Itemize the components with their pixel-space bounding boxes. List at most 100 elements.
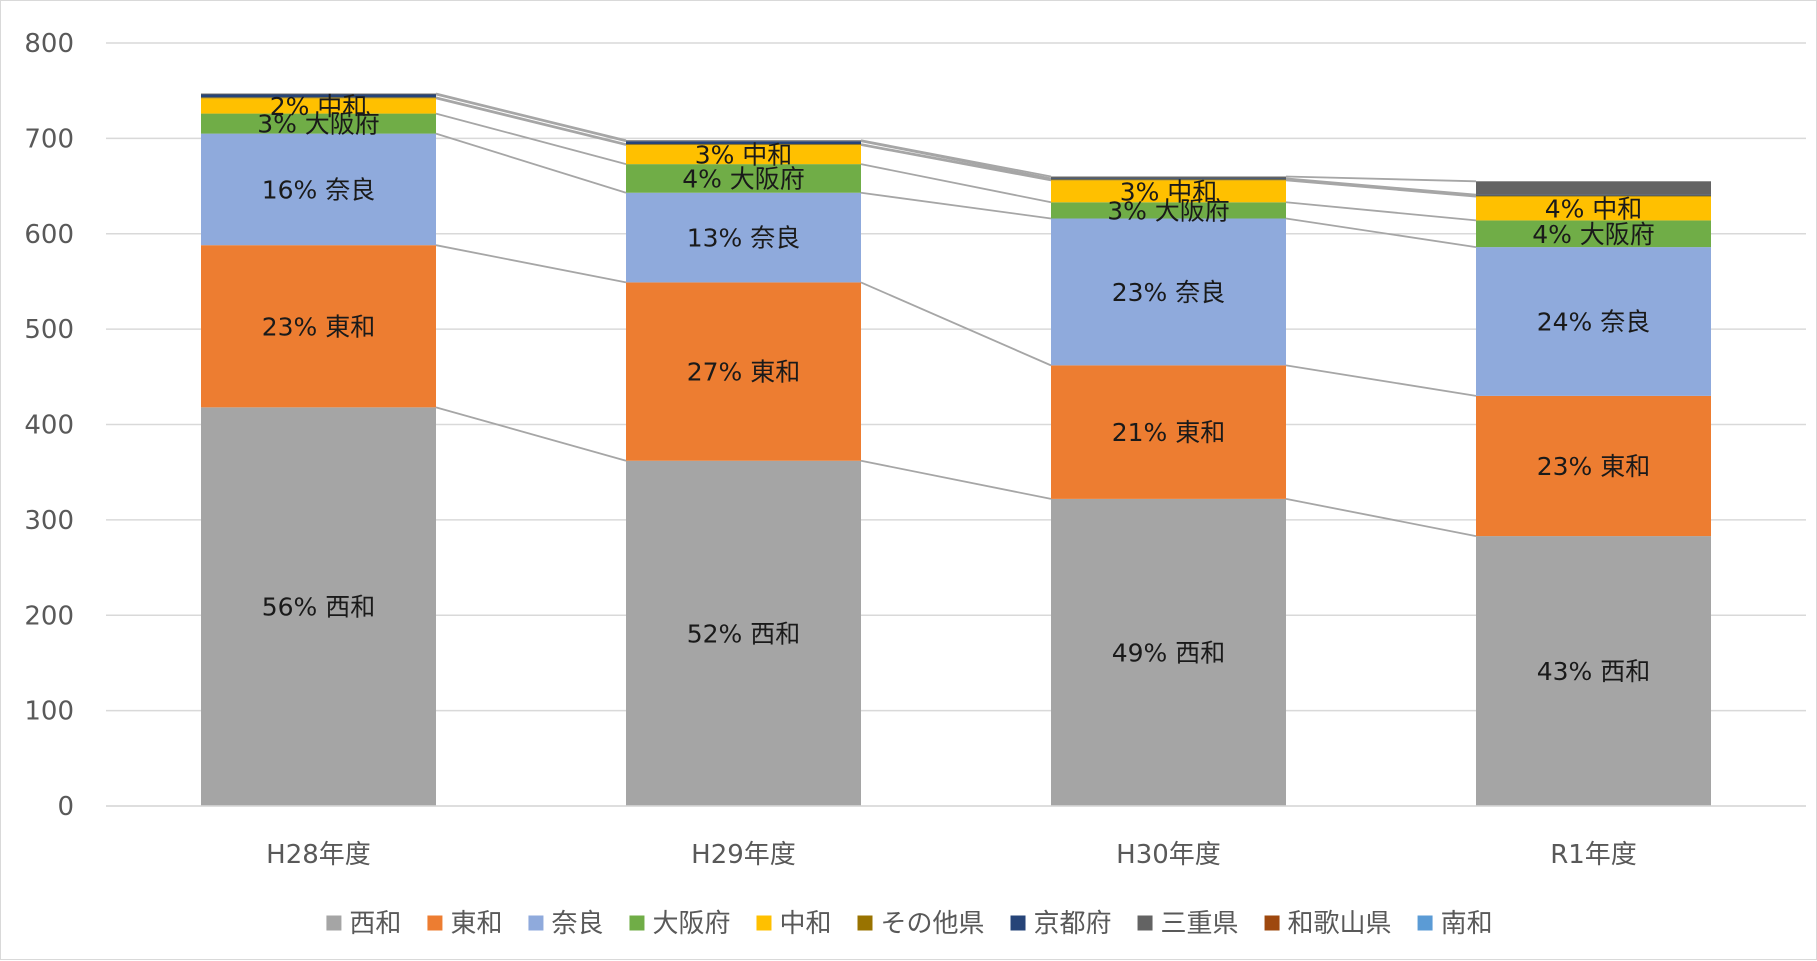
y-tick-label: 600 — [24, 220, 74, 250]
bar-segment — [1051, 498, 1286, 806]
data-label: 52% 西和 — [687, 619, 801, 648]
data-label: 43% 西和 — [1537, 657, 1651, 686]
bar-segment — [1476, 247, 1711, 396]
bar-segment — [1476, 220, 1711, 248]
data-label: 3% 中和 — [695, 141, 793, 170]
legend-item[interactable]: 和歌山県 — [1264, 909, 1392, 939]
data-label: 27% 東和 — [687, 358, 801, 387]
y-tick-label: 0 — [57, 792, 74, 822]
legend-item[interactable]: 奈良 — [528, 909, 603, 939]
bar-segment — [626, 460, 861, 806]
bar-segment — [626, 141, 861, 145]
series-line — [435, 97, 627, 146]
y-tick-label: 300 — [24, 506, 74, 536]
series-line — [1285, 201, 1477, 222]
legend-item[interactable]: 西和 — [326, 909, 401, 939]
legend-item[interactable]: 三重県 — [1137, 909, 1239, 939]
legend-item[interactable]: 京都府 — [1010, 909, 1112, 939]
series-line — [860, 459, 1052, 500]
series-line — [860, 191, 1052, 220]
series-line — [860, 143, 1052, 181]
bar-segment — [201, 98, 436, 114]
data-label: 23% 奈良 — [1112, 278, 1226, 307]
legend-item[interactable]: 東和 — [427, 909, 502, 939]
data-label: 24% 奈良 — [1537, 307, 1651, 336]
legend-label: 西和 — [349, 909, 401, 939]
bar-segment — [1476, 181, 1711, 195]
legend[interactable]: 西和 東和 奈良 大阪府 中和 その他県 京都府 三重県 和歌山県 南和 — [326, 909, 1493, 939]
bar-segment — [201, 97, 436, 99]
legend-swatch — [1137, 915, 1153, 931]
x-tick-label: H29年度 — [691, 840, 796, 870]
series-line — [1285, 177, 1477, 196]
legend-item[interactable]: 大阪府 — [629, 909, 730, 939]
series-line — [1285, 175, 1477, 183]
bar-segment — [1051, 178, 1286, 180]
y-tick-label: 800 — [24, 29, 74, 59]
y-tick-label: 200 — [24, 601, 74, 631]
data-label: 23% 東和 — [262, 312, 376, 341]
legend-label: 三重県 — [1161, 909, 1239, 939]
series-line — [860, 281, 1052, 367]
data-label: 4% 大阪府 — [1532, 220, 1655, 249]
legend-label: 東和 — [450, 909, 502, 939]
bar-segment — [1051, 179, 1286, 181]
legend-swatch — [1417, 915, 1433, 931]
series-line — [860, 139, 1052, 178]
series-line — [435, 96, 627, 145]
bar-segment — [1476, 536, 1711, 806]
bar-segment — [201, 407, 436, 806]
series-line — [860, 163, 1052, 204]
series-line — [860, 144, 1052, 182]
series-line — [1285, 364, 1477, 397]
bar-segment — [1476, 194, 1711, 196]
series-line — [435, 93, 627, 143]
bar-segment — [201, 94, 436, 98]
bar-segment — [1476, 196, 1711, 221]
bar-segment — [1051, 176, 1286, 179]
legend-swatch — [427, 915, 443, 931]
data-label: 16% 奈良 — [262, 175, 376, 204]
legend-swatch — [326, 915, 342, 931]
series-line — [435, 244, 627, 284]
data-label: 3% 中和 — [1120, 177, 1218, 206]
bar-segment — [626, 192, 861, 283]
legend-label: 奈良 — [551, 909, 603, 939]
data-labels: 56% 西和 52% 西和 49% 西和 43% 西和 23% 東和 27% 東和 21% … — [257, 92, 1655, 686]
series-line — [435, 132, 627, 194]
bar-segment — [626, 145, 861, 165]
bar-segment — [626, 282, 861, 461]
legend-label: 大阪府 — [652, 909, 730, 939]
series-line — [1285, 178, 1477, 197]
series-line — [435, 406, 627, 462]
legend-label: その他県 — [881, 909, 985, 939]
legend-item[interactable]: その他県 — [857, 909, 985, 939]
series-line — [1285, 498, 1477, 537]
data-label: 2% 中和 — [270, 92, 368, 121]
legend-swatch — [629, 915, 645, 931]
data-label: 4% 中和 — [1545, 194, 1643, 223]
y-tick-label: 700 — [24, 124, 74, 154]
y-axis: 0 100 200 300 400 500 600 700 800 — [24, 29, 74, 822]
data-label: 49% 西和 — [1112, 638, 1226, 667]
data-label: 3% 大阪府 — [257, 110, 380, 139]
series-line — [860, 140, 1052, 180]
data-label: 23% 東和 — [1537, 452, 1651, 481]
legend-item[interactable]: 中和 — [756, 909, 832, 939]
bar-segment — [626, 140, 861, 142]
legend-label: 京都府 — [1034, 909, 1112, 939]
legend-swatch — [857, 915, 873, 931]
bars — [201, 93, 1711, 806]
legend-label: 和歌山県 — [1288, 909, 1392, 939]
bar-segment — [201, 93, 436, 95]
x-tick-label: H30年度 — [1116, 840, 1221, 870]
bar-segment — [1476, 195, 1711, 197]
y-tick-label: 400 — [24, 411, 74, 441]
data-label: 21% 東和 — [1112, 418, 1226, 447]
legend-item[interactable]: 南和 — [1417, 909, 1493, 939]
bar-segment — [1476, 395, 1711, 537]
series-line — [1285, 217, 1477, 248]
bar-segment — [1051, 218, 1286, 366]
